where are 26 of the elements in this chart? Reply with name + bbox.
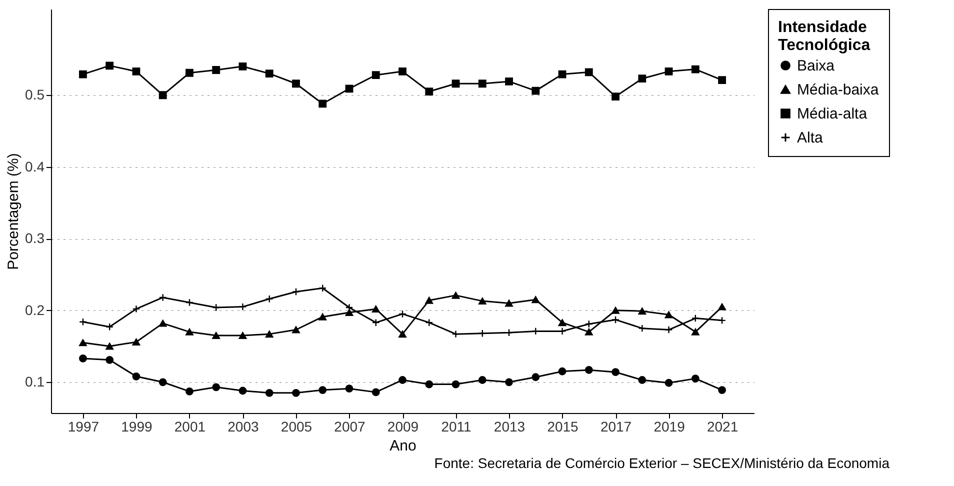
legend-title: Intensidade Tecnológica (778, 19, 870, 54)
x-tick-label: 2009 (387, 418, 419, 434)
x-tick-label: 1999 (121, 418, 152, 434)
y-axis-title: Porcentagem (%) (5, 153, 22, 270)
x-tick-label: 2011 (441, 418, 472, 434)
legend-label: Média-baixa (797, 82, 880, 98)
legend-label: Média-alta (797, 106, 868, 122)
x-tick-label: 2021 (706, 418, 738, 434)
x-tick-label: 2017 (600, 418, 632, 434)
y-tick-label: 0.3 (25, 230, 45, 246)
legend-label: Alta (797, 130, 824, 146)
x-tick-label: 2005 (280, 418, 312, 434)
x-tick-label: 1997 (68, 418, 100, 434)
y-tick-label: 0.4 (25, 158, 45, 174)
x-tick-label: 2013 (494, 418, 526, 434)
x-tick-label: 2001 (174, 418, 206, 434)
y-tick-label: 0.1 (25, 374, 45, 390)
x-tick-label: 2003 (228, 418, 260, 434)
legend-label: Baixa (797, 58, 836, 74)
x-tick-label: 2019 (654, 418, 686, 434)
y-tick-label: 0.5 (25, 86, 45, 103)
y-tick-label: 0.2 (25, 302, 45, 318)
x-tick-label: 2015 (547, 418, 579, 434)
x-tick-label: 2007 (334, 418, 366, 434)
x-axis-title: Ano (390, 438, 416, 454)
source-note: Fonte: Secretaria de Comércio Exterior – SECEX/Ministério da Economia (434, 455, 890, 471)
